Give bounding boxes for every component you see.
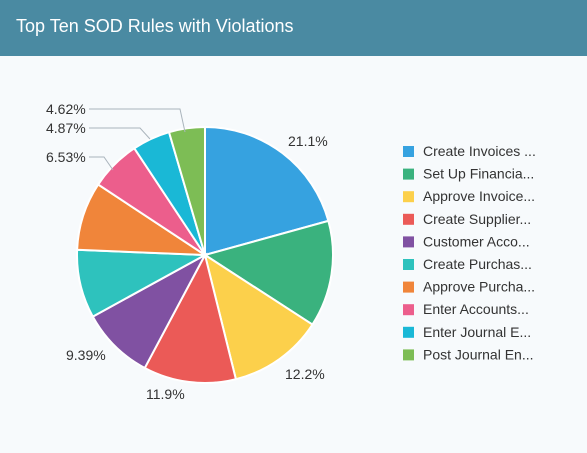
legend-swatch (403, 146, 414, 157)
legend-label: Create Purchas... (423, 256, 532, 272)
legend-item-create-supplier[interactable]: Create Supplier... (403, 211, 531, 227)
legend-item-approve-purcha[interactable]: Approve Purcha... (403, 279, 535, 295)
pie-slice-create-invoices[interactable] (204, 125, 330, 257)
slice-value-label: 11.9% (146, 386, 185, 402)
chart-header: Top Ten SOD Rules with Violations (0, 0, 587, 56)
legend-item-enter-accounts[interactable]: Enter Accounts... (403, 301, 529, 317)
legend-swatch (403, 213, 414, 225)
slice-value-label: 4.87% (46, 120, 86, 136)
pie-slice-set-up-financia[interactable] (202, 219, 334, 326)
pie-slice-approve-invoice[interactable] (203, 252, 314, 381)
leader-line (89, 108, 186, 133)
pie-slice-post-journal-en[interactable] (167, 125, 206, 256)
legend-swatch (403, 168, 414, 180)
legend-swatch (403, 281, 414, 293)
legend-item-create-invoices[interactable]: Create Invoices ... (403, 143, 536, 159)
legend-item-customer-acco[interactable]: Customer Acco... (403, 233, 530, 249)
legend-swatch (403, 349, 414, 361)
slice-value-label: 21.1% (288, 133, 328, 149)
slice-value-label: 12.2% (285, 366, 325, 382)
legend-swatch (403, 259, 414, 270)
slice-value-label: 4.62% (46, 101, 86, 117)
legend-item-create-purchas[interactable]: Create Purchas... (403, 256, 532, 272)
legend-label: Post Journal En... (423, 346, 534, 362)
leader-line (89, 127, 151, 140)
legend-swatch (403, 304, 414, 316)
legend-item-set-up-financia[interactable]: Set Up Financia... (403, 166, 534, 182)
legend-label: Enter Accounts... (423, 301, 529, 317)
slice-labels: 21.1% 12.2% 11.9% 9.39% 6.53% 4.87% 4.62% (46, 101, 328, 402)
pie-slices (76, 125, 334, 384)
legend-swatch (403, 236, 414, 248)
pie-slice-create-supplier[interactable] (143, 252, 238, 384)
legend-item-approve-invoice[interactable]: Approve Invoice... (403, 188, 535, 204)
legend-label: Customer Acco... (423, 233, 530, 249)
legend-label: Set Up Financia... (423, 166, 534, 182)
legend-label: Create Invoices ... (423, 143, 536, 159)
legend-swatch (403, 326, 414, 338)
legend-label: Enter Journal E... (423, 324, 531, 340)
legend-item-enter-journal-e[interactable]: Enter Journal E... (403, 324, 531, 340)
legend-label: Create Supplier... (423, 211, 531, 227)
chart-title: Top Ten SOD Rules with Violations (16, 16, 294, 36)
slice-value-label: 6.53% (46, 149, 86, 165)
legend-label: Approve Invoice... (423, 188, 535, 204)
legend-item-post-journal-en[interactable]: Post Journal En... (403, 346, 534, 362)
legend-swatch (403, 191, 414, 203)
leader-lines (89, 108, 186, 171)
slice-value-label: 9.39% (66, 347, 106, 363)
legend-label: Approve Purcha... (423, 279, 535, 295)
leader-line (89, 156, 114, 171)
legend: Create Invoices ... Set Up Financia... App… (403, 143, 536, 362)
